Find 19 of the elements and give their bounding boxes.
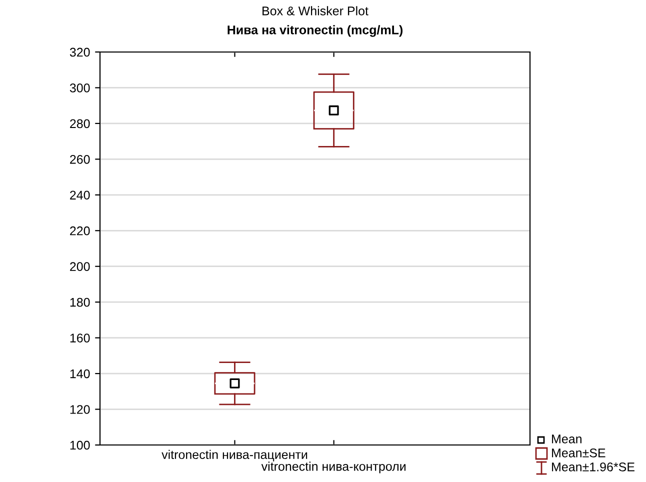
x-tick-label: vitronectin нива-контроли: [261, 462, 406, 474]
y-tick-label: 260: [70, 154, 90, 164]
chart-subtitle: Нива на vitronectin (mcg/mL): [228, 25, 403, 37]
x-tick-label: vitronectin нива-пациенти: [162, 450, 308, 462]
y-tick-label: 240: [70, 190, 90, 200]
y-tick-label: 120: [70, 405, 90, 414]
y-tick-label: 220: [70, 226, 90, 236]
y-tick-label: 140: [70, 369, 90, 378]
y-tick-label: 100: [70, 440, 90, 450]
y-tick-label: 300: [70, 84, 90, 92]
text: Mean±1.96*SE: [552, 462, 634, 472]
y-tick-label: 180: [70, 298, 90, 307]
y-tick-label: 280: [70, 119, 90, 128]
y-tick-label: 320: [70, 48, 90, 57]
y-tick-label: 160: [70, 334, 90, 342]
y-tick-label: 200: [70, 262, 90, 272]
chart-title: Box & Whisker Plot: [262, 6, 368, 16]
text: Mean: [552, 434, 582, 444]
text: Mean±SE: [552, 448, 606, 458]
